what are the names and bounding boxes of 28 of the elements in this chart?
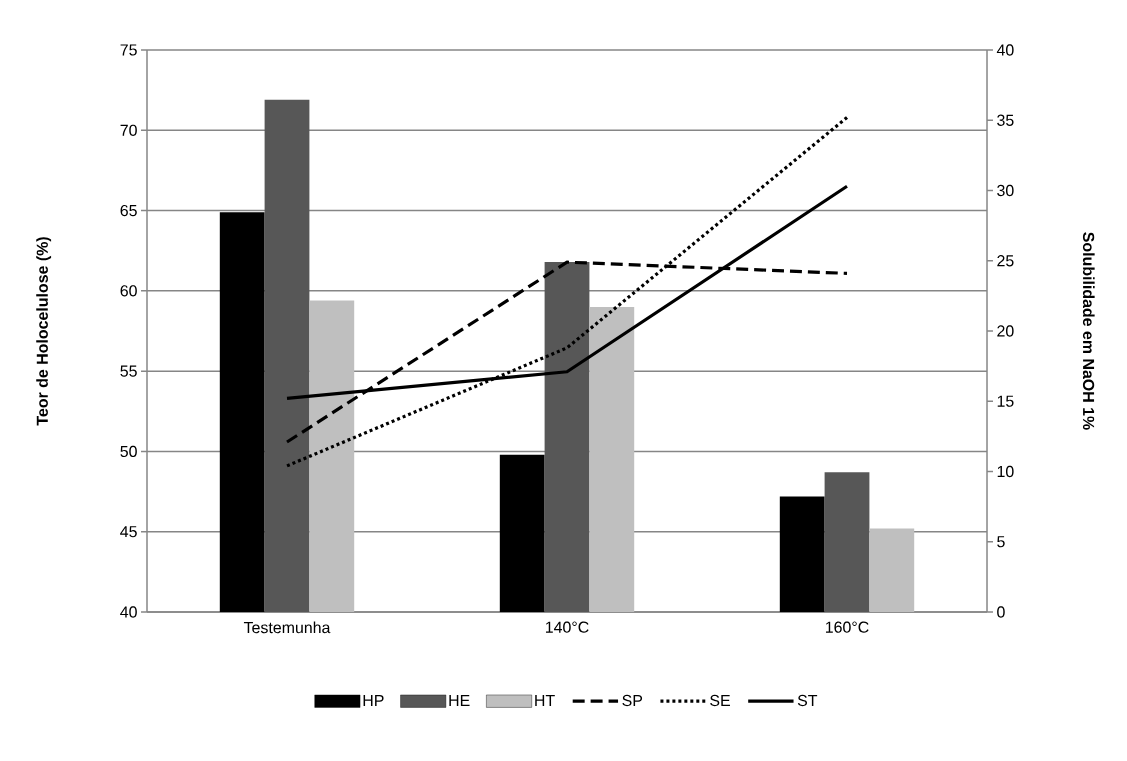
y-axis-title: Teor de Holocelulose (%) xyxy=(36,237,52,426)
y2-tick-label: 40 xyxy=(996,44,1014,56)
y2-tick-label: 35 xyxy=(997,114,1014,126)
x-tick-label: Testemunha xyxy=(243,621,331,634)
y-tick-label: 50 xyxy=(120,445,137,458)
x-tick-label: 140°C xyxy=(545,621,589,633)
y-tick-label: 60 xyxy=(120,285,137,297)
legend-label: HT xyxy=(535,694,555,706)
y-tick-label: 70 xyxy=(120,124,137,136)
y2-tick-label: 25 xyxy=(997,255,1014,267)
y-tick-label: 40 xyxy=(120,606,137,618)
y-tick-label: 65 xyxy=(120,204,137,217)
legend-label: HE xyxy=(449,694,470,706)
y2-tick-label: 5 xyxy=(997,536,1005,548)
y-tick-label: 75 xyxy=(120,44,137,56)
x-tick-label: 160°C xyxy=(825,621,869,633)
y2-tick-label: 15 xyxy=(997,395,1014,407)
y2-tick-label: 30 xyxy=(997,184,1014,197)
y-tick-label: 55 xyxy=(120,365,137,377)
legend-label: SP xyxy=(622,694,643,707)
y2-tick-label: 20 xyxy=(997,325,1014,337)
legend-label: ST xyxy=(797,694,818,707)
y2-axis-title: Solubilidade em NaOH 1% xyxy=(1082,232,1095,430)
y2-tick-label: 10 xyxy=(997,465,1014,478)
y2-tick-label: 0 xyxy=(997,606,1005,618)
y-tick-label: 45 xyxy=(120,526,137,538)
legend-label: HP xyxy=(363,694,384,706)
legend-label: SE xyxy=(710,694,730,707)
